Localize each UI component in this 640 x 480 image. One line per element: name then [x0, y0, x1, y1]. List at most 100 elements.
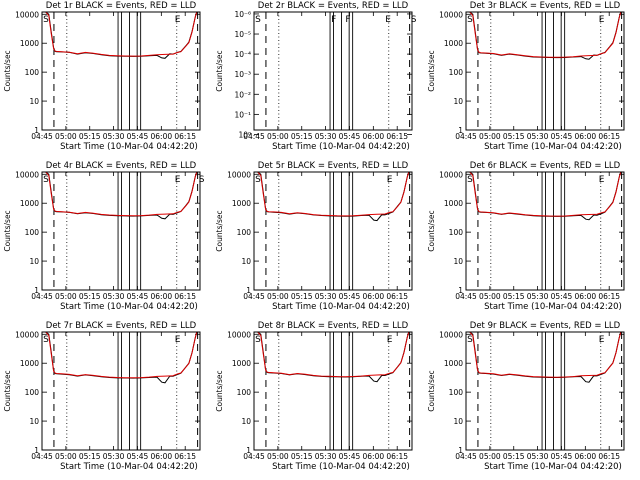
detector-panel-2: Det 2r BLACK = Events, RED = LLD Start Ti… [215, 1, 417, 152]
panel-2-xtick-label: 05:45 [339, 132, 361, 141]
panel-3-flag: S [467, 15, 473, 25]
panel-5-ytick-label: 10000 [227, 170, 251, 179]
panel-5-frame [253, 171, 413, 291]
panel-6-ytick-label: 10000 [439, 170, 463, 179]
panel-7-xtick-label: 05:45 [127, 452, 149, 461]
panel-6-xtick-label: 04:45 [455, 292, 477, 301]
panel-4-frame [41, 171, 201, 291]
panel-2-ytick-label: 10⁻⁵ [234, 30, 251, 39]
panel-4-ylabel: Counts/sec [3, 210, 12, 251]
panel-9-xtick-label: 05:45 [551, 452, 573, 461]
detector-panel-7: Det 7r BLACK = Events, RED = LLD Start Ti… [3, 321, 201, 472]
panel-7-ytick-label: 10000 [15, 330, 39, 339]
panel-9-ytick-label: 1 [458, 446, 463, 455]
panel-5-flag: E [387, 175, 393, 185]
panel-2-xtick-label: 06:00 [363, 132, 385, 141]
panel-7-ytick-label: 100 [25, 388, 40, 397]
panel-5-xtick-label: 05:15 [291, 292, 313, 301]
panel-2-xtick-label: 06:15 [386, 132, 408, 141]
panel-7-ytick-label: 1000 [20, 359, 39, 368]
panel-8-series-lld [254, 332, 411, 378]
panel-1-xtick-label: 04:45 [31, 132, 53, 141]
panel-4-flag: S [43, 175, 49, 185]
panel-1-ytick-label: 10 [29, 97, 39, 106]
panel-5-ylabel: Counts/sec [215, 210, 224, 251]
panel-4-xtick-label: 06:00 [151, 292, 173, 301]
panel-2-flag: S [411, 15, 417, 25]
panel-9-ytick-label: 10000 [439, 330, 463, 339]
panel-3-xtick-label: 04:45 [455, 132, 477, 141]
panel-1-ytick-label: 10000 [15, 10, 39, 19]
panel-7-title: Det 7r BLACK = Events, RED = LLD [46, 321, 197, 331]
detector-panel-1: Det 1r BLACK = Events, RED = LLD Start Ti… [3, 1, 201, 152]
panel-3-ytick-label: 100 [449, 68, 464, 77]
panel-6-xtick-label: 06:00 [575, 292, 597, 301]
panel-2-ytick-label: 10⁻³ [234, 70, 251, 79]
panel-9-xtick-label: 05:30 [527, 452, 549, 461]
panel-6-ytick-label: 1000 [444, 199, 463, 208]
panel-3-xtick-label: 06:15 [598, 132, 620, 141]
panel-8-ytick-label: 100 [237, 388, 252, 397]
panel-2-ytick-label: 10⁻⁶ [234, 10, 251, 19]
panel-8-xtick-label: 05:00 [267, 452, 289, 461]
panel-9-xtick-label: 06:15 [598, 452, 620, 461]
panel-9-xtick-label: 05:00 [479, 452, 501, 461]
panel-8-xtick-label: 05:15 [291, 452, 313, 461]
panel-2-xtick-label: 05:30 [315, 132, 337, 141]
panel-9-ylabel: Counts/sec [427, 370, 436, 411]
panel-8-title: Det 8r BLACK = Events, RED = LLD [258, 321, 409, 331]
panel-4-title: Det 4r BLACK = Events, RED = LLD [46, 161, 197, 171]
panel-7-xtick-label: 05:30 [103, 452, 125, 461]
panel-9-xtick-label: 04:45 [455, 452, 477, 461]
panel-3-title: Det 3r BLACK = Events, RED = LLD [470, 1, 621, 11]
panel-6-title: Det 6r BLACK = Events, RED = LLD [470, 161, 621, 171]
panel-6-series-lld [466, 172, 623, 217]
panel-1-xtick-label: 06:15 [174, 132, 196, 141]
panel-8-ylabel: Counts/sec [215, 370, 224, 411]
panel-2-xtick-label: 04:45 [243, 132, 265, 141]
panel-9-ytick-label: 100 [449, 388, 464, 397]
panel-5-xtick-label: 05:00 [267, 292, 289, 301]
panel-9-xtick-label: 06:00 [575, 452, 597, 461]
panel-7-xlabel: Start Time (10-Mar-04 04:42:20) [60, 462, 198, 472]
panel-6-xtick-label: 05:30 [527, 292, 549, 301]
panel-7-series-lld [42, 332, 199, 379]
panel-9-flag: E [599, 335, 605, 345]
panel-7-flag: S [43, 335, 49, 345]
panel-2-flag: S [255, 15, 261, 25]
panel-4-xtick-label: 05:30 [103, 292, 125, 301]
panel-3-xlabel: Start Time (10-Mar-04 04:42:20) [484, 142, 622, 152]
panel-5-ytick-label: 100 [237, 228, 252, 237]
panel-2-frame [253, 11, 413, 131]
panel-3-xtick-label: 05:30 [527, 132, 549, 141]
panel-4-ytick-label: 1000 [20, 199, 39, 208]
panel-4-ytick-label: 100 [25, 228, 40, 237]
panel-5-title: Det 5r BLACK = Events, RED = LLD [258, 161, 409, 171]
panel-5-xtick-label: 06:15 [386, 292, 408, 301]
panel-3-ytick-label: 1000 [444, 39, 463, 48]
panel-3-ytick-label: 10000 [439, 10, 463, 19]
panel-5-ytick-label: 10 [241, 257, 251, 266]
panel-6-xtick-label: 05:00 [479, 292, 501, 301]
panel-2-ylabel: Counts/sec [215, 50, 224, 91]
detector-panel-5: Det 5r BLACK = Events, RED = LLD Start Ti… [215, 161, 413, 312]
panel-3-frame [465, 11, 625, 131]
panel-8-ytick-label: 1000 [232, 359, 251, 368]
panel-5-flag: S [255, 175, 261, 185]
panel-1-flag: E [175, 15, 181, 25]
panel-2-xlabel: Start Time (10-Mar-04 04:42:20) [272, 142, 410, 152]
panel-5-xtick-label: 05:45 [339, 292, 361, 301]
panel-6-ytick-label: 100 [449, 228, 464, 237]
panel-7-xtick-label: 05:15 [79, 452, 101, 461]
panel-5-xlabel: Start Time (10-Mar-04 04:42:20) [272, 302, 410, 312]
panel-6-xlabel: Start Time (10-Mar-04 04:42:20) [484, 302, 622, 312]
panel-1-ylabel: Counts/sec [3, 50, 12, 91]
panel-1-ytick-label: 1000 [20, 39, 39, 48]
panel-1-frame [41, 11, 201, 131]
panel-3-xtick-label: 05:00 [479, 132, 501, 141]
panel-9-flag: S [467, 335, 473, 345]
panel-7-ylabel: Counts/sec [3, 370, 12, 411]
panel-6-frame [465, 171, 625, 291]
panel-5-ytick-label: 1000 [232, 199, 251, 208]
panel-4-series-lld [42, 172, 199, 217]
